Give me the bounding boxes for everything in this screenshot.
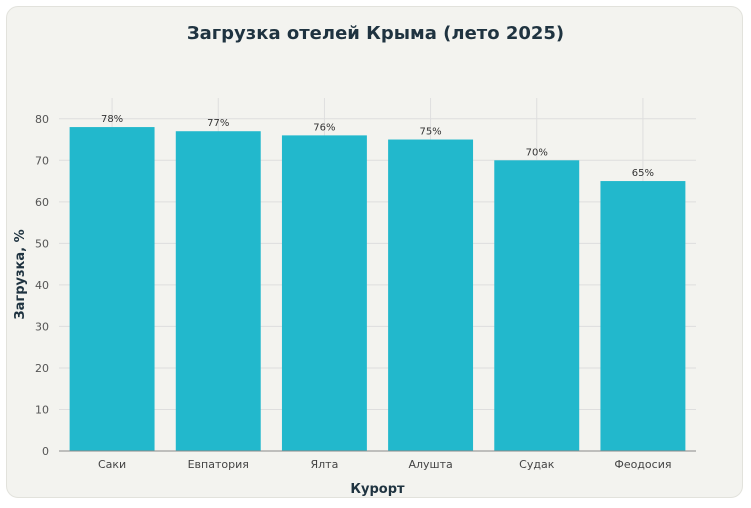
x-tick-label: Саки xyxy=(98,458,126,471)
y-tick-label: 20 xyxy=(35,362,49,375)
x-tick-label: Евпатория xyxy=(188,458,249,471)
chart-title: Загрузка отелей Крыма (лето 2025) xyxy=(186,23,565,44)
y-tick-label: 40 xyxy=(35,279,49,292)
bar-4 xyxy=(494,160,580,451)
y-tick-label: 10 xyxy=(35,403,49,416)
y-tick-label: 0 xyxy=(42,445,49,458)
bar-0 xyxy=(69,127,155,451)
x-axis-title: Курорт xyxy=(350,482,405,497)
x-tick-label: Судак xyxy=(519,458,555,471)
bar-1 xyxy=(175,131,261,452)
y-tick-label: 60 xyxy=(35,196,49,209)
bar-5 xyxy=(600,181,686,451)
bar-3 xyxy=(388,139,474,451)
x-tick-label: Алушта xyxy=(408,458,452,471)
x-tick-label: Феодосия xyxy=(614,458,671,471)
bars xyxy=(69,127,686,452)
x-axis-ticks: Саки Евпатория Ялта Алушта Судак Феодосия xyxy=(98,458,672,471)
y-tick-label: 30 xyxy=(35,320,49,333)
y-axis-ticks: 0 10 20 30 40 50 60 70 80 xyxy=(35,113,49,458)
bar-2 xyxy=(281,135,367,451)
data-label: 77% xyxy=(207,118,229,129)
data-labels: 78% 77% 76% 75% 70% 65% xyxy=(101,114,654,179)
y-axis-title: Загрузка, % xyxy=(13,229,28,319)
data-label: 75% xyxy=(419,127,441,138)
data-label: 70% xyxy=(526,147,548,158)
y-tick-label: 80 xyxy=(35,113,49,126)
y-tick-label: 50 xyxy=(35,237,49,250)
y-tick-label: 70 xyxy=(35,154,49,167)
data-label: 65% xyxy=(632,168,654,179)
data-label: 76% xyxy=(313,122,335,133)
data-label: 78% xyxy=(101,114,123,125)
x-tick-label: Ялта xyxy=(311,458,339,471)
